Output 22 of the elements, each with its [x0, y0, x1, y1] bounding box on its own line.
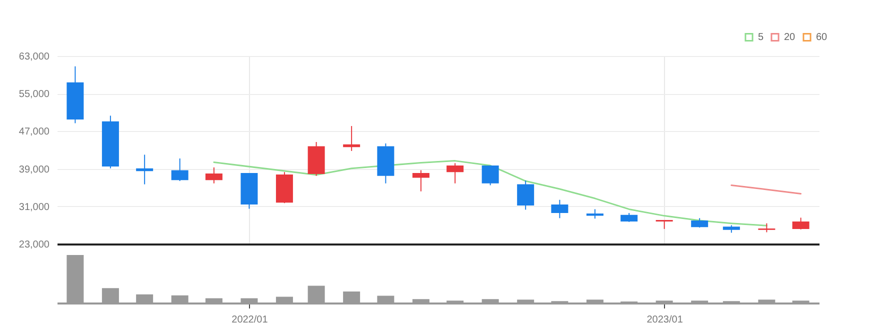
legend-label: 5 — [758, 32, 764, 44]
legend-label: 60 — [816, 32, 828, 44]
y-tick-label: 39,000 — [18, 164, 50, 176]
x-tick-label: 2022/01 — [232, 314, 268, 326]
y-tick-label: 55,000 — [18, 89, 50, 100]
candlestick — [551, 199, 568, 219]
legend-label: 20 — [784, 32, 796, 44]
candlestick — [412, 170, 430, 192]
y-tick-label: 23,000 — [18, 240, 50, 250]
candlestick — [691, 218, 708, 228]
x-tick-label: 2023/01 — [646, 314, 684, 326]
candlestick — [482, 165, 499, 186]
candlestick — [586, 208, 604, 220]
y-tick-label: 63,000 — [18, 52, 50, 62]
candlestick — [205, 166, 222, 184]
line-series — [213, 160, 768, 226]
candlestick — [446, 162, 464, 184]
candlestick — [171, 158, 188, 182]
candlestick — [517, 180, 534, 210]
y-tick-label: 31,000 — [18, 202, 50, 213]
y-tick-label: 47,000 — [18, 126, 50, 138]
candlestick — [792, 217, 810, 230]
